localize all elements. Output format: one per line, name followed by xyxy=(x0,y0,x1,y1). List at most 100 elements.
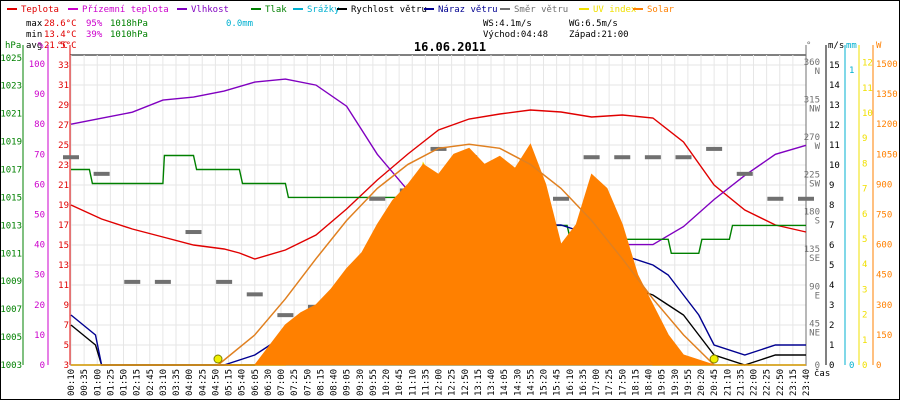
x-tick-label: 09:30 xyxy=(356,369,366,396)
axis-dir-tick-part: NE xyxy=(809,329,820,339)
axis-dir-tick-part: 45 xyxy=(809,320,820,330)
axis-hpa-tick: 1013 xyxy=(0,221,22,231)
wind-direction-mark xyxy=(798,196,814,201)
axis-w-tick: 1350 xyxy=(876,90,898,100)
axis-w-title: W xyxy=(876,41,882,51)
axis-dir-tick: 360 N xyxy=(804,58,820,77)
stats-max-temp: 28.6°C xyxy=(44,19,77,29)
x-tick-label: 14:30 xyxy=(513,369,523,396)
legend-label-6: Rychlost větru xyxy=(351,5,427,15)
axis-hpa-tick: 1019 xyxy=(0,138,22,148)
axis-uv-tick: 8 xyxy=(862,159,867,169)
axis-hpa-tick: 1005 xyxy=(0,333,22,343)
axis-dir-tick: 90 E xyxy=(809,282,820,301)
axis-w-tick: 1050 xyxy=(876,150,898,160)
x-tick-label: 16:35 xyxy=(579,369,589,396)
x-tick-label: 04:25 xyxy=(198,369,208,396)
axis-temp-tick: 27 xyxy=(58,121,69,131)
axis-temp-title: °C xyxy=(57,41,68,51)
axis-dir-tick: 225 SW xyxy=(804,170,821,189)
x-tick-label: 14:55 xyxy=(526,369,536,396)
wind-direction-mark xyxy=(706,146,723,151)
axis-temp-tick: 19 xyxy=(58,201,69,211)
axis-w-tick: 150 xyxy=(876,331,892,341)
legend-item-10: Solar xyxy=(633,5,675,15)
axis-mm-tick: 0 xyxy=(849,361,854,371)
axis-pct-tick: 30 xyxy=(34,271,45,281)
axis-hpa-tick: 1021 xyxy=(0,110,22,120)
axis-temp-tick: 21 xyxy=(58,181,69,191)
axis-pct-tick: 50 xyxy=(34,211,45,221)
x-tick-label: 20:20 xyxy=(697,369,707,396)
axis-mm: mm 0 1 xyxy=(844,41,857,371)
axis-w-tick: 450 xyxy=(876,271,892,281)
legend-label-1: Teplota xyxy=(21,5,59,15)
x-tick-label: 15:45 xyxy=(553,369,563,396)
x-tick-label: 13:15 xyxy=(474,369,484,396)
x-tick-label: 17:25 xyxy=(605,369,615,396)
x-tick-label: 11:35 xyxy=(421,369,431,396)
axis-ms-tick: 7 xyxy=(829,221,834,231)
axis-ms-tick: 14 xyxy=(829,81,840,91)
x-tick-label: 01:25 xyxy=(106,369,116,396)
axis-ms-tick: 0 xyxy=(829,361,834,371)
axis-w-tick: 900 xyxy=(876,180,892,190)
x-tick-label: 06:05 xyxy=(251,369,261,396)
axis-dir-tick-part: 180 xyxy=(804,208,820,218)
axis-pct-tick: 10 xyxy=(34,331,45,341)
axis-ms-tick: 12 xyxy=(829,121,840,131)
wind-direction-mark xyxy=(63,155,79,160)
axis-w: W 0 150 300 450 600 750 900 1050 1200 1350 1500 xyxy=(872,41,898,371)
axis-dir-tick-part: NW xyxy=(809,105,820,115)
axis-ms-tick: 4 xyxy=(829,281,834,291)
axis-uv-tick: 9 xyxy=(862,134,867,144)
x-tick-label: 23:15 xyxy=(789,369,799,396)
x-axis-unit: čas xyxy=(814,368,830,379)
wind-direction-mark xyxy=(277,313,294,318)
x-tick-label: 15:20 xyxy=(540,369,550,396)
axis-dir-tick-part: SW xyxy=(809,179,820,189)
axis-w-tick: 300 xyxy=(876,301,892,311)
axis-pct-tick: 60 xyxy=(34,180,45,190)
axis-ms-tick: 8 xyxy=(829,201,834,211)
axis-w-tick: 600 xyxy=(876,241,892,251)
axis-ms-tick: 15 xyxy=(829,61,840,71)
wind-direction-mark xyxy=(583,155,600,160)
x-tick-label: 03:10 xyxy=(159,369,169,396)
axis-temp-tick: 33 xyxy=(58,61,69,71)
x-tick-label: 08:40 xyxy=(330,369,340,396)
axis-dir-tick-part: 225 xyxy=(804,170,820,180)
axis-pct-tick: 20 xyxy=(34,301,45,311)
axis-temp-tick: 11 xyxy=(58,281,69,291)
axis-w-tick: 750 xyxy=(876,211,892,221)
x-tick-label: 07:50 xyxy=(303,369,313,396)
x-tick-label: 21:10 xyxy=(723,369,733,396)
wind-direction-mark xyxy=(154,279,171,284)
x-tick-label: 12:25 xyxy=(448,369,458,396)
wind-direction-mark xyxy=(644,155,661,160)
wind-direction-mark xyxy=(124,279,141,284)
axis-hpa-tick: 1003 xyxy=(0,361,22,371)
stats-avg-temp: 21.5°C xyxy=(44,41,77,51)
axis-ms-tick: 6 xyxy=(829,241,834,251)
stats-max-press: 1018hPa xyxy=(110,19,148,29)
axis-pct: % 0 10 20 30 40 50 60 70 80 90 100 xyxy=(29,41,49,371)
x-tick-label: 19:30 xyxy=(671,369,681,396)
axis-dir-tick-part: 90 xyxy=(809,282,820,292)
axis-hpa-title: hPa xyxy=(5,41,21,51)
legend-item-8: Směr větru xyxy=(500,5,568,15)
axis-dir-tick: 270 W xyxy=(804,133,821,152)
stats-avg-label: avg xyxy=(26,41,42,51)
x-tick-label: 04:50 xyxy=(211,369,221,396)
wind-direction-mark xyxy=(93,171,110,176)
x-tick-label: 23:40 xyxy=(802,369,812,396)
axis-temp-tick: 29 xyxy=(58,101,69,111)
axis-dir-tick: 0 xyxy=(815,361,820,371)
axis-temp-tick: 31 xyxy=(58,81,69,91)
axis-uv-tick: 6 xyxy=(862,210,867,220)
wind-direction-mark xyxy=(369,196,386,201)
legend-item-3: Vlhkost xyxy=(177,5,229,15)
legend-label-2: Přízemní teplota xyxy=(82,5,169,15)
